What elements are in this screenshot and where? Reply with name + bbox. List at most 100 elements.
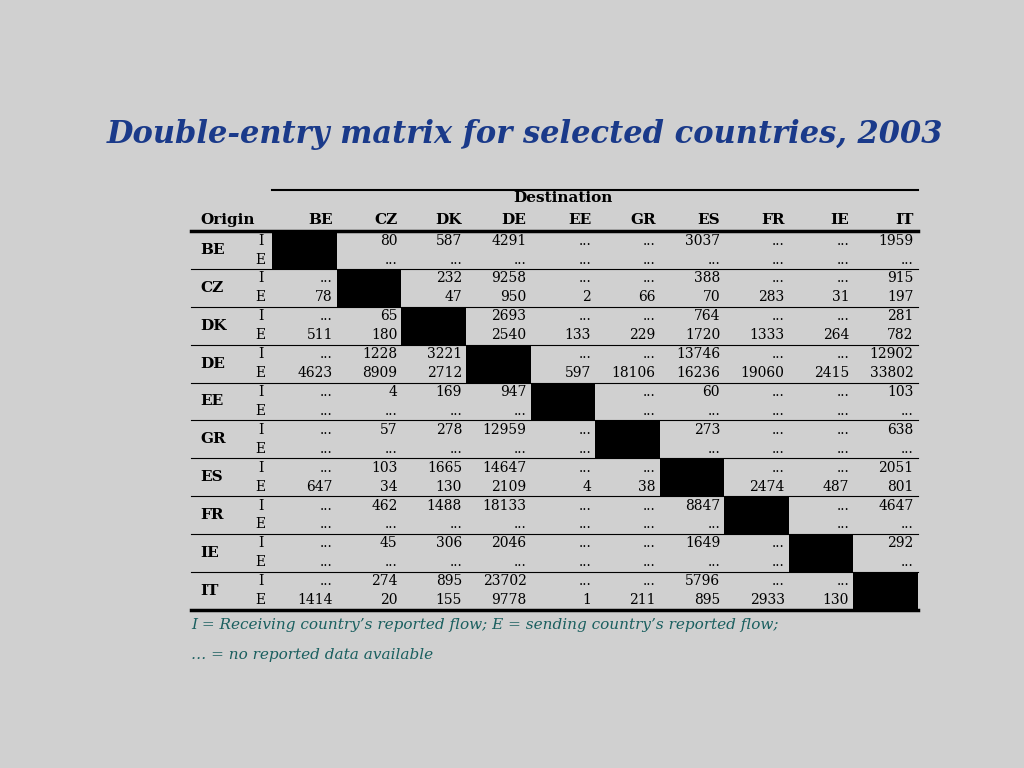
- Text: 20: 20: [380, 593, 397, 607]
- Text: 2415: 2415: [814, 366, 849, 380]
- Text: 130: 130: [435, 479, 462, 494]
- Text: I: I: [258, 574, 263, 588]
- Text: E: E: [255, 479, 265, 494]
- Text: 764: 764: [693, 310, 720, 323]
- Text: E: E: [255, 404, 265, 418]
- Text: ...: ...: [772, 574, 784, 588]
- Text: ...: ...: [450, 404, 462, 418]
- Text: ...: ...: [643, 271, 655, 286]
- Text: ...: ...: [837, 423, 849, 437]
- Text: 180: 180: [371, 328, 397, 343]
- Text: ...: ...: [385, 404, 397, 418]
- Text: ...: ...: [837, 385, 849, 399]
- Text: ...: ...: [772, 461, 784, 475]
- Text: 38: 38: [638, 479, 655, 494]
- Text: ...: ...: [321, 347, 333, 361]
- Text: ...: ...: [643, 253, 655, 266]
- Text: 5796: 5796: [685, 574, 720, 588]
- Text: IT: IT: [200, 584, 218, 598]
- Text: ...: ...: [708, 253, 720, 266]
- Text: 4: 4: [583, 479, 591, 494]
- Text: ...: ...: [321, 423, 333, 437]
- Text: ...: ...: [643, 404, 655, 418]
- Text: E: E: [255, 328, 265, 343]
- Text: 597: 597: [564, 366, 591, 380]
- Text: 78: 78: [315, 290, 333, 304]
- Text: ...: ...: [579, 347, 591, 361]
- Text: ...: ...: [772, 385, 784, 399]
- Text: 12902: 12902: [869, 347, 913, 361]
- Text: ...: ...: [772, 347, 784, 361]
- Text: FR: FR: [761, 213, 784, 227]
- Text: ...: ...: [772, 555, 784, 569]
- Text: ...: ...: [772, 253, 784, 266]
- Text: 281: 281: [887, 310, 913, 323]
- Text: ...: ...: [837, 498, 849, 512]
- Text: ...: ...: [643, 233, 655, 247]
- Text: DK: DK: [200, 319, 226, 333]
- Text: I: I: [258, 461, 263, 475]
- Text: 34: 34: [380, 479, 397, 494]
- Text: ...: ...: [772, 271, 784, 286]
- Text: E: E: [255, 555, 265, 569]
- Text: ...: ...: [837, 271, 849, 286]
- Text: FR: FR: [200, 508, 223, 522]
- Text: I: I: [258, 347, 263, 361]
- Text: CZ: CZ: [374, 213, 397, 227]
- Text: ES: ES: [697, 213, 720, 227]
- Text: ...: ...: [579, 498, 591, 512]
- Text: 2712: 2712: [427, 366, 462, 380]
- Text: … = no reported data available: … = no reported data available: [191, 648, 433, 662]
- Text: ...: ...: [901, 555, 913, 569]
- Text: ...: ...: [837, 442, 849, 455]
- Text: I: I: [258, 498, 263, 512]
- Text: ...: ...: [321, 518, 333, 531]
- Text: 57: 57: [380, 423, 397, 437]
- Text: 14647: 14647: [482, 461, 526, 475]
- Text: ...: ...: [772, 404, 784, 418]
- Text: ...: ...: [837, 253, 849, 266]
- Bar: [595, 420, 659, 458]
- Bar: [659, 458, 724, 496]
- Text: 1720: 1720: [685, 328, 720, 343]
- Bar: [530, 382, 595, 420]
- Text: ...: ...: [579, 253, 591, 266]
- Text: E: E: [255, 593, 265, 607]
- Text: 23702: 23702: [482, 574, 526, 588]
- Text: ...: ...: [643, 574, 655, 588]
- Text: E: E: [255, 518, 265, 531]
- Text: ...: ...: [579, 233, 591, 247]
- Text: ...: ...: [514, 253, 526, 266]
- Text: 66: 66: [638, 290, 655, 304]
- Text: ...: ...: [643, 518, 655, 531]
- Text: 801: 801: [887, 479, 913, 494]
- Text: DE: DE: [502, 213, 526, 227]
- Text: 462: 462: [371, 498, 397, 512]
- Text: 9778: 9778: [492, 593, 526, 607]
- Text: ...: ...: [837, 461, 849, 475]
- Text: DK: DK: [435, 213, 462, 227]
- Text: E: E: [255, 253, 265, 266]
- Text: 4647: 4647: [879, 498, 913, 512]
- Text: ...: ...: [514, 404, 526, 418]
- Text: ...: ...: [321, 385, 333, 399]
- Text: ...: ...: [514, 442, 526, 455]
- Text: ...: ...: [837, 233, 849, 247]
- Text: ...: ...: [708, 404, 720, 418]
- Text: 12959: 12959: [482, 423, 526, 437]
- Text: 388: 388: [694, 271, 720, 286]
- Text: ...: ...: [579, 423, 591, 437]
- Text: E: E: [255, 366, 265, 380]
- Bar: [272, 231, 337, 269]
- Text: 283: 283: [759, 290, 784, 304]
- Text: 1665: 1665: [427, 461, 462, 475]
- Bar: [724, 496, 788, 534]
- Text: 16236: 16236: [676, 366, 720, 380]
- Text: 8847: 8847: [685, 498, 720, 512]
- Text: GR: GR: [630, 213, 655, 227]
- Text: ...: ...: [385, 518, 397, 531]
- Text: ...: ...: [643, 536, 655, 551]
- Text: I: I: [258, 271, 263, 286]
- Text: 1333: 1333: [750, 328, 784, 343]
- Text: ...: ...: [772, 233, 784, 247]
